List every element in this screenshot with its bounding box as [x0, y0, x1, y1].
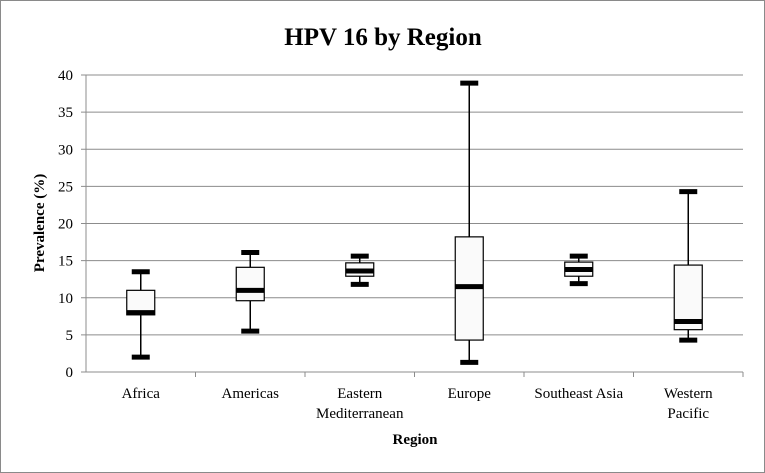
box-africa [126, 269, 156, 360]
box-western-pacific [673, 189, 703, 343]
category-label: Pacific [667, 406, 709, 422]
category-label: Southeast Asia [534, 386, 623, 402]
y-tick-labels: 0 5 10 15 20 25 30 35 40 [58, 68, 73, 381]
category-label: Western [664, 386, 713, 402]
box-southeast-asia [564, 253, 594, 287]
gridlines [81, 74, 744, 377]
category-labels: Africa Americas Eastern Mediterranean Europe… [122, 386, 714, 422]
category-label: Eastern [337, 386, 382, 402]
boxes [126, 80, 703, 365]
y-tick-label: 30 [58, 142, 73, 158]
y-axis-label: Prevalence (%) [32, 174, 48, 272]
iqr-box [235, 266, 265, 302]
category-label: Mediterranean [316, 406, 404, 422]
category-label: Europe [448, 386, 492, 402]
y-tick-label: 0 [66, 365, 74, 381]
box-europe [454, 80, 484, 365]
y-tick-label: 25 [58, 179, 73, 195]
x-axis-label: Region [393, 432, 439, 448]
box-americas [235, 249, 265, 334]
category-label: Africa [122, 386, 161, 402]
iqr-box [673, 264, 703, 331]
category-label: Americas [222, 386, 280, 402]
y-tick-label: 35 [58, 105, 73, 121]
chart-title: HPV 16 by Region [284, 24, 482, 51]
y-tick-label: 40 [58, 68, 73, 84]
y-tick-label: 5 [66, 328, 74, 344]
box-eastern-mediterranean [345, 253, 375, 287]
y-tick-label: 15 [58, 254, 73, 270]
y-tick-label: 10 [58, 291, 73, 307]
y-tick-label: 20 [58, 217, 73, 233]
